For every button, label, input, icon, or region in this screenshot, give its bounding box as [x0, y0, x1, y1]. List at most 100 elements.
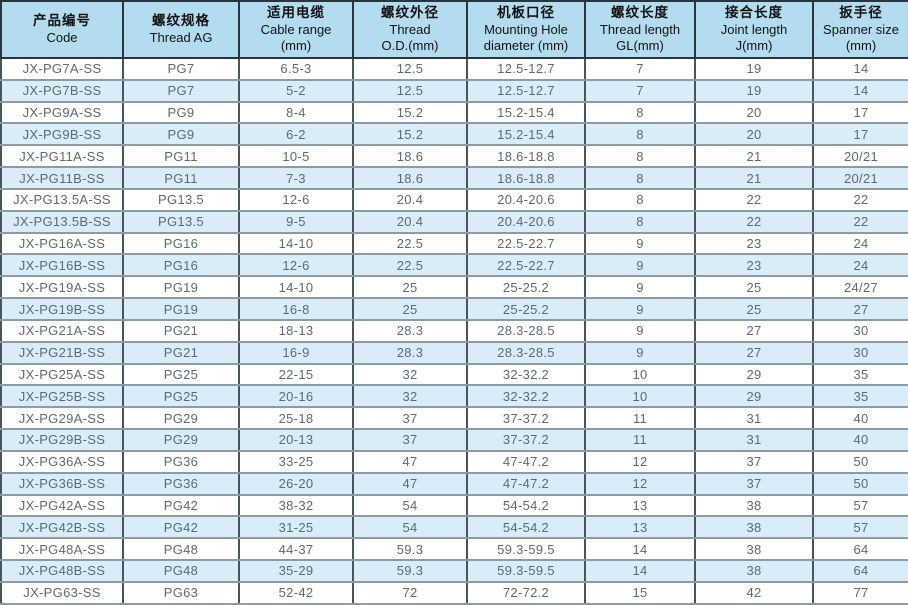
cell: PG63	[122, 580, 240, 605]
cell-code: JX-PG11B-SS	[0, 166, 124, 190]
cell: PG21	[122, 318, 240, 343]
cell: PG29	[122, 428, 240, 452]
cell: 37	[694, 449, 814, 474]
cell: PG11	[122, 166, 240, 190]
cell: 40	[812, 428, 908, 452]
table-row: JX-PG9B-SS PG9 6-2 15.2 15.2-15.4 8 20 17	[0, 122, 908, 147]
cell: 13	[584, 493, 696, 518]
cell: PG19	[122, 275, 240, 300]
cell: 22.5	[352, 231, 468, 256]
cell: 14	[812, 57, 908, 81]
column-header-label-zh: 螺纹长度	[611, 5, 669, 21]
cell: 29	[694, 384, 814, 409]
cell: 54	[352, 515, 468, 540]
cell: 20.4-20.6	[466, 209, 586, 234]
cell: 14	[584, 537, 696, 562]
cell: 25-18	[238, 406, 354, 431]
cell: 54	[352, 493, 468, 518]
table-row: JX-PG19A-SS PG19 14-10 25 25-25.2 9 25 24/27	[0, 275, 908, 300]
cell: 8-4	[238, 100, 354, 125]
cell: 30	[812, 340, 908, 365]
cell: 32	[352, 384, 468, 409]
cell: PG13.5	[122, 209, 240, 234]
cell: 9	[584, 340, 696, 365]
cell-code: JX-PG16B-SS	[0, 253, 124, 278]
cell: 9	[584, 253, 696, 278]
cell: PG21	[122, 340, 240, 365]
table-row: JX-PG29B-SS PG29 20-13 37 37-37.2 11 31 40	[0, 428, 908, 452]
cell: 38	[694, 493, 814, 518]
cell-code: JX-PG13.5B-SS	[0, 209, 124, 234]
cell: 47-47.2	[466, 471, 586, 496]
table-row: JX-PG21B-SS PG21 16-9 28.3 28.3-28.5 9 27 30	[0, 340, 908, 365]
cell: 37-37.2	[466, 406, 586, 431]
cell: 25	[352, 297, 468, 321]
cell: PG29	[122, 406, 240, 431]
cell: 27	[812, 297, 908, 321]
cell: 8	[584, 122, 696, 147]
cell-code: JX-PG7B-SS	[0, 78, 124, 103]
cell: 20.4-20.6	[466, 187, 586, 212]
cell: PG48	[122, 537, 240, 562]
cell-code: JX-PG63-SS	[0, 580, 124, 605]
cell: 35	[812, 384, 908, 409]
cell: 37	[694, 471, 814, 496]
column-header-label-en: Cable range (mm)	[260, 21, 332, 53]
cell: 52-42	[238, 580, 354, 605]
cell: 32	[352, 362, 468, 387]
cell: 12.5	[352, 57, 468, 81]
cell: 6.5-3	[238, 57, 354, 81]
cell: 12	[584, 449, 696, 474]
cell: 18.6	[352, 166, 468, 190]
cell: PG25	[122, 362, 240, 387]
cell: 12-6	[238, 253, 354, 278]
cell: PG9	[122, 122, 240, 147]
cell: 15.2	[352, 100, 468, 125]
cell: 12-6	[238, 187, 354, 212]
cell-code: JX-PG19B-SS	[0, 297, 124, 321]
cell: 10	[584, 362, 696, 387]
cell: 35-29	[238, 559, 354, 583]
cell: PG25	[122, 384, 240, 409]
cell: 14-10	[238, 275, 354, 300]
cell: 25-25.2	[466, 275, 586, 300]
column-header-label-en: Thread O.D.(mm)	[381, 21, 439, 53]
cell: 19	[694, 78, 814, 103]
cell: 64	[812, 559, 908, 583]
table-row: JX-PG25A-SS PG25 22-15 32 32-32.2 10 29 35	[0, 362, 908, 387]
cell: 47	[352, 449, 468, 474]
cell: 31	[694, 428, 814, 452]
cell: 21	[694, 166, 814, 190]
table-row: JX-PG13.5A-SS PG13.5 12-6 20.4 20.4-20.6 8 22 2…	[0, 187, 908, 212]
cell: 20.4	[352, 187, 468, 212]
cell: 20/21	[812, 144, 908, 169]
cell: 11	[584, 428, 696, 452]
cell: 9-5	[238, 209, 354, 234]
cell: 8	[584, 187, 696, 212]
cell: 28.3	[352, 318, 468, 343]
table-row: JX-PG19B-SS PG19 16-8 25 25-25.2 9 25 27	[0, 297, 908, 321]
cell: PG42	[122, 515, 240, 540]
table-row: JX-PG7A-SS PG7 6.5-3 12.5 12.5-12.7 7 19 14	[0, 57, 908, 81]
cell: 16-8	[238, 297, 354, 321]
table-row: JX-PG16B-SS PG16 12-6 22.5 22.5-22.7 9 23 24	[0, 253, 908, 278]
cell: 14-10	[238, 231, 354, 256]
cell-code: JX-PG11A-SS	[0, 144, 124, 169]
cell: 28.3	[352, 340, 468, 365]
cell: 54-54.2	[466, 515, 586, 540]
cell: 17	[812, 100, 908, 125]
cell: 27	[694, 340, 814, 365]
cell: 6-2	[238, 122, 354, 147]
cell: 20	[694, 122, 814, 147]
cell: 20/21	[812, 166, 908, 190]
cell: 15	[584, 580, 696, 605]
cell: 38	[694, 515, 814, 540]
cell: 27	[694, 318, 814, 343]
column-header-label-zh: 扳手径	[839, 5, 883, 21]
cell: 38	[694, 559, 814, 583]
cell: 37	[352, 428, 468, 452]
column-header-label-zh: 螺纹规格	[152, 13, 210, 29]
table-row: JX-PG16A-SS PG16 14-10 22.5 22.5-22.7 9 23 24	[0, 231, 908, 256]
cell: 25	[352, 275, 468, 300]
header-row: 产品编号 Code 螺纹规格 Thread AG 适用电缆 Cable range (mm…	[0, 0, 908, 59]
